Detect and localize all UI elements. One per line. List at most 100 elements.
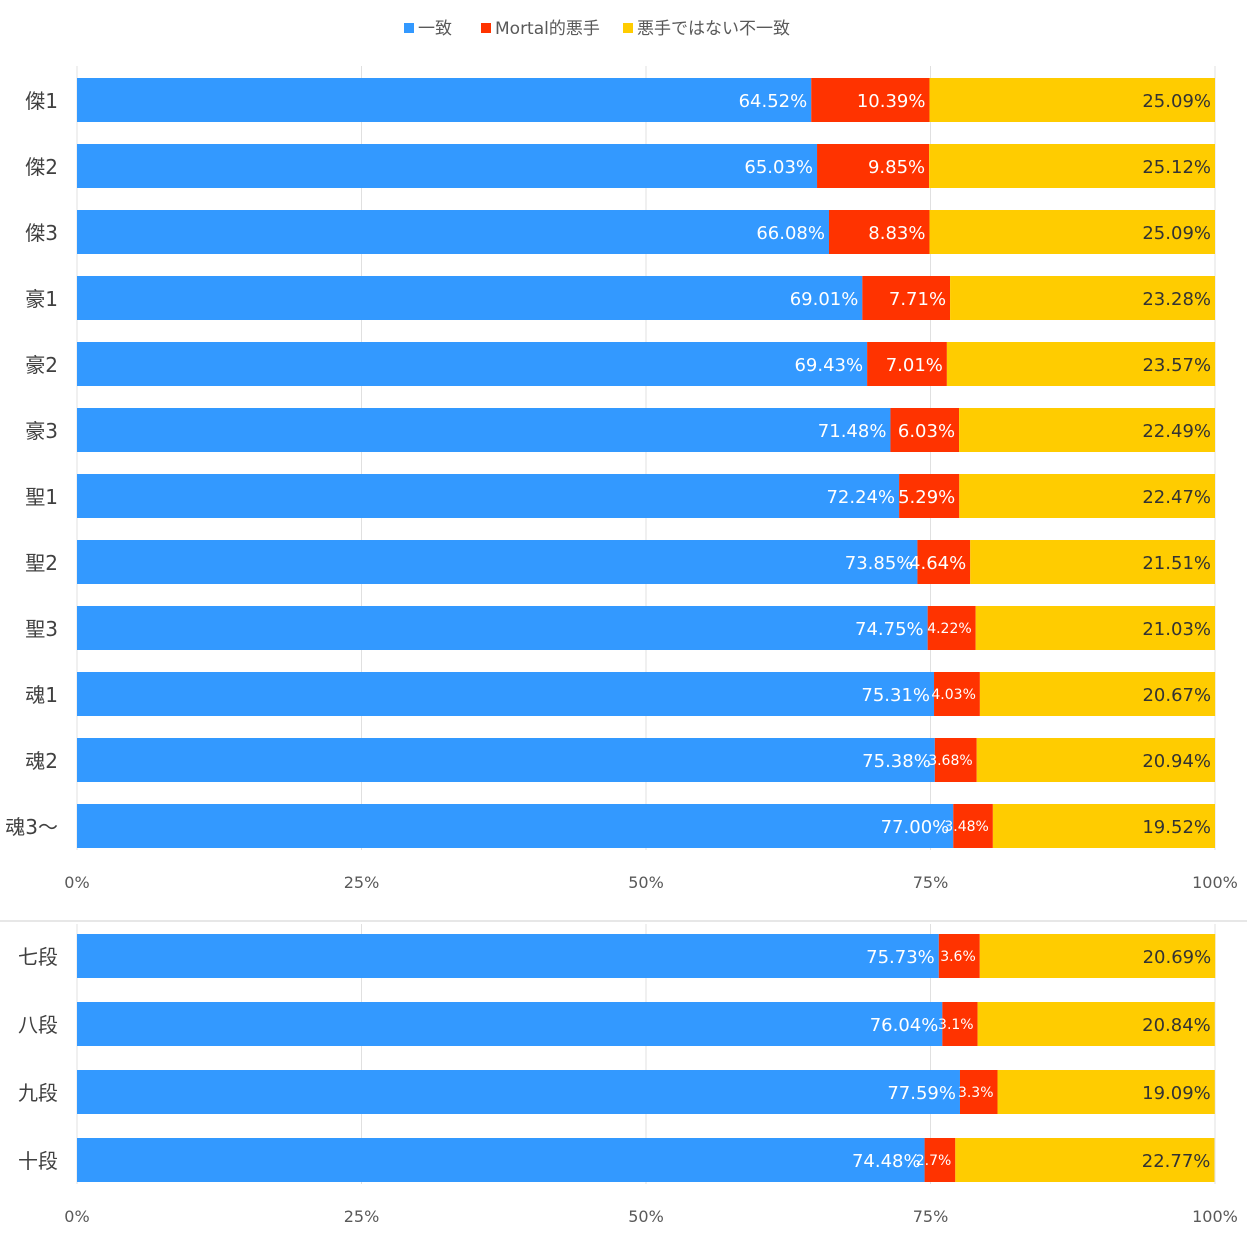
bar-segment-2	[867, 342, 947, 386]
data-label-1: 75.31%	[861, 685, 930, 706]
data-label-2: 3.6%	[940, 949, 976, 965]
bar-segment-3	[977, 1002, 1215, 1046]
bar-segment-1	[77, 210, 829, 254]
data-label-1: 74.48%	[852, 1151, 921, 1172]
data-label-3: 20.67%	[1142, 685, 1211, 706]
legend-label-2: Mortal的悪手	[495, 19, 600, 39]
data-label-1: 75.38%	[862, 751, 931, 772]
bar-segment-1	[77, 1002, 943, 1046]
bar-segment-3	[997, 1070, 1215, 1114]
x-tick-label: 25%	[344, 873, 380, 892]
bar-segment-3	[979, 672, 1216, 716]
bar-segment-3	[955, 1138, 1215, 1182]
bar-segment-1	[77, 144, 818, 188]
data-label-1: 69.43%	[794, 355, 863, 376]
bar-segment-3	[979, 934, 1216, 978]
bar-segment-2	[862, 276, 951, 320]
bar-segment-1	[77, 540, 918, 584]
category-label: 九段	[18, 1081, 58, 1105]
data-label-3: 23.57%	[1142, 355, 1211, 376]
category-label: 魂3〜	[5, 815, 58, 839]
legend-swatch-2	[481, 23, 491, 33]
x-tick-label: 0%	[64, 873, 89, 892]
x-tick-label: 25%	[344, 1207, 380, 1226]
data-label-3: 25.09%	[1142, 223, 1211, 244]
category-label: 魂1	[25, 683, 58, 707]
data-label-1: 66.08%	[756, 223, 825, 244]
legend-label-3: 悪手ではない不一致	[637, 19, 790, 39]
bar-segment-3	[929, 78, 1215, 122]
x-tick-label: 0%	[64, 1207, 89, 1226]
data-label-2: 4.64%	[909, 553, 966, 574]
data-label-2: 4.22%	[927, 621, 971, 637]
bar-segment-1	[77, 474, 900, 518]
x-tick-label: 75%	[913, 1207, 949, 1226]
data-label-3: 22.77%	[1142, 1151, 1211, 1172]
bar-segment-2	[927, 606, 976, 650]
data-label-2: 3.1%	[938, 1017, 974, 1033]
x-tick-label: 75%	[913, 873, 949, 892]
bar-segment-3	[950, 276, 1215, 320]
data-label-3: 21.03%	[1142, 619, 1211, 640]
data-label-2: 3.3%	[958, 1085, 994, 1101]
bar-segment-1	[77, 934, 939, 978]
bar-segment-2	[890, 408, 960, 452]
data-label-1: 77.59%	[887, 1083, 956, 1104]
x-tick-label: 50%	[628, 873, 664, 892]
category-label: 聖2	[25, 551, 58, 575]
legend-swatch-3	[623, 23, 633, 33]
data-label-2: 3.48%	[944, 819, 988, 835]
category-label: 豪1	[25, 287, 58, 311]
bar-segment-2	[953, 804, 993, 848]
category-label: 八段	[18, 1013, 58, 1037]
bar-segment-2	[811, 78, 930, 122]
category-label: 豪3	[25, 419, 58, 443]
bar-segment-1	[77, 276, 863, 320]
bar-segment-3	[970, 540, 1215, 584]
bar-segment-1	[77, 1138, 925, 1182]
category-label: 七段	[18, 945, 58, 969]
data-label-3: 22.47%	[1142, 487, 1211, 508]
bar-segment-1	[77, 78, 812, 122]
data-label-2: 8.83%	[868, 223, 925, 244]
data-label-1: 75.73%	[866, 947, 935, 968]
bar-segment-3	[959, 474, 1215, 518]
data-label-1: 72.24%	[826, 487, 895, 508]
category-label: 魂2	[25, 749, 58, 773]
x-tick-label: 100%	[1192, 1207, 1238, 1226]
legend-label-1: 一致	[418, 19, 452, 39]
bar-segment-3	[992, 804, 1215, 848]
category-label: 聖1	[25, 485, 58, 509]
data-label-1: 65.03%	[744, 157, 813, 178]
data-label-3: 23.28%	[1142, 289, 1211, 310]
data-label-1: 69.01%	[790, 289, 859, 310]
data-label-3: 19.52%	[1142, 817, 1211, 838]
x-tick-label: 100%	[1192, 873, 1238, 892]
bar-segment-3	[946, 342, 1216, 386]
data-label-3: 20.84%	[1142, 1015, 1211, 1036]
bar-segment-1	[77, 342, 868, 386]
data-label-1: 74.75%	[855, 619, 924, 640]
data-label-2: 6.03%	[898, 421, 955, 442]
data-label-3: 25.12%	[1142, 157, 1211, 178]
data-label-2: 10.39%	[857, 91, 926, 112]
category-label: 聖3	[25, 617, 58, 641]
data-label-3: 22.49%	[1142, 421, 1211, 442]
bar-segment-2	[924, 1138, 956, 1182]
data-label-2: 2.7%	[916, 1153, 952, 1169]
data-label-3: 25.09%	[1142, 91, 1211, 112]
x-tick-label: 50%	[628, 1207, 664, 1226]
data-label-1: 73.85%	[845, 553, 914, 574]
data-label-3: 19.09%	[1142, 1083, 1211, 1104]
bar-segment-3	[975, 606, 1215, 650]
data-label-3: 20.94%	[1142, 751, 1211, 772]
bar-segment-3	[959, 408, 1215, 452]
data-label-2: 7.01%	[886, 355, 943, 376]
bar-segment-2	[917, 540, 971, 584]
bar-segment-1	[77, 1070, 960, 1114]
legend-swatch-1	[404, 23, 414, 33]
bar-segment-3	[976, 738, 1215, 782]
data-label-2: 5.29%	[898, 487, 955, 508]
